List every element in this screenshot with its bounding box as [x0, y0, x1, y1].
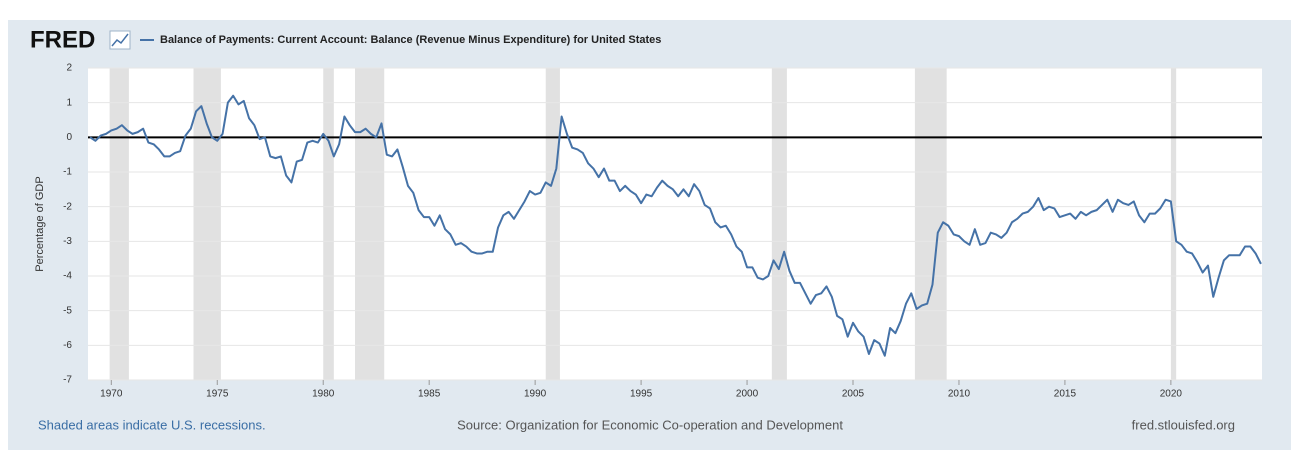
recession-band [109, 68, 129, 380]
y-axis-label: Percentage of GDP [34, 176, 46, 271]
logo: FRED [30, 26, 95, 53]
y-tick-label: -2 [63, 201, 72, 212]
x-tick-label: 1985 [418, 389, 441, 400]
recession-band [545, 68, 560, 380]
x-tick-label: 2020 [1160, 389, 1183, 400]
site: fred.stlouisfed.org [1132, 417, 1235, 432]
plot-area [88, 68, 1262, 380]
y-tick-label: -7 [63, 375, 72, 386]
x-tick-label: 2010 [948, 389, 971, 400]
series-line [89, 94, 1262, 357]
recession-note: Shaded areas indicate U.S. recessions. [38, 417, 266, 432]
y-tick-label: 0 [66, 132, 72, 143]
legend-label: Balance of Payments: Current Account: Ba… [160, 34, 661, 46]
source: Source: Organization for Economic Co-ope… [457, 417, 843, 432]
recession-band [193, 68, 221, 380]
y-tick-label: 1 [66, 97, 72, 108]
y-tick-label: 2 [66, 63, 72, 74]
x-tick-label: 1975 [206, 389, 229, 400]
y-tick-label: -4 [63, 271, 72, 282]
x-tick-label: 1990 [524, 389, 547, 400]
y-tick-label: -6 [63, 340, 72, 351]
x-tick-label: 2005 [842, 389, 865, 400]
logo-icon [109, 30, 131, 50]
x-tick-label: 2015 [1054, 389, 1077, 400]
x-tick-label: 1980 [312, 389, 335, 400]
x-tick-label: 1970 [100, 389, 123, 400]
recession-band [355, 68, 385, 380]
y-tick-label: -3 [63, 236, 72, 247]
recession-band [771, 68, 787, 380]
y-tick-label: -5 [63, 305, 72, 316]
x-tick-label: 1995 [630, 389, 653, 400]
y-tick-label: -1 [63, 167, 72, 178]
recession-band [323, 68, 334, 380]
x-tick-label: 2000 [736, 389, 759, 400]
